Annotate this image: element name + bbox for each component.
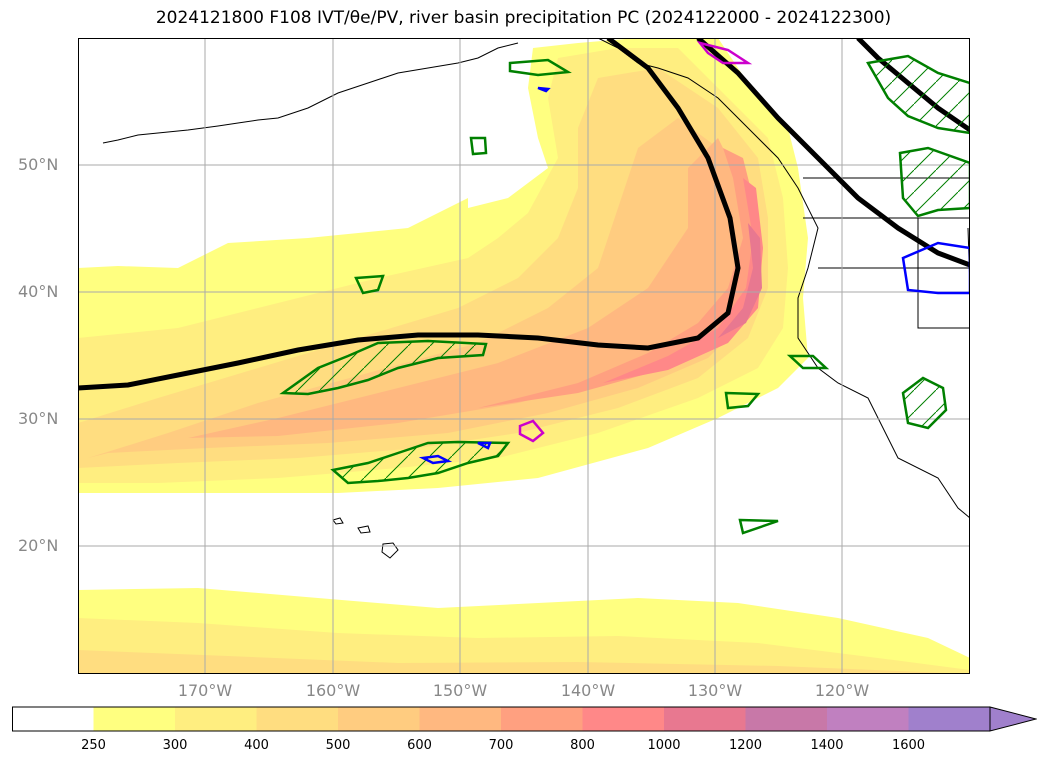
colorbar-outline [12, 706, 990, 732]
lat-label-30n: 30°N [18, 409, 59, 428]
colorbar-tick-label: 800 [570, 738, 595, 753]
colorbar-tick-label: 250 [81, 738, 106, 753]
map-panel [78, 38, 970, 674]
ivt-fill-600 [188, 138, 753, 438]
colorbar [12, 706, 1037, 732]
colorbar-tick-label: 1600 [891, 738, 926, 753]
figure-title: 2024121800 F108 IVT/θe/PV, river basin p… [155, 8, 892, 28]
lat-label-40n: 40°N [18, 282, 59, 301]
theta-e-contour-main [78, 38, 741, 391]
colorbar-bin-5 [419, 707, 502, 731]
alaska-coast [102, 42, 519, 144]
lon-label-140w: 140°W [560, 681, 616, 700]
precip-high-contours [279, 54, 970, 485]
lat-label-50n: 50°N [18, 155, 59, 174]
colorbar-bin-6 [501, 707, 583, 731]
colorbar-tick-label: 400 [244, 738, 269, 753]
lon-label-160w: 160°W [305, 681, 361, 700]
colorbar-bin-7 [582, 707, 665, 731]
colorbar-extend-arrow [989, 706, 1037, 732]
colorbar-tick-label: 300 [162, 738, 188, 753]
coastline [597, 38, 970, 519]
colorbar-bin-2 [175, 707, 257, 731]
lon-label-130w: 130°W [687, 681, 743, 700]
lon-label-170w: 170°W [177, 681, 233, 700]
colorbar-tick-label: 1000 [647, 738, 681, 753]
ivt-fill-700 [478, 148, 758, 408]
colorbar-bin-1 [93, 707, 176, 731]
precip-low-contours [418, 86, 970, 465]
colorbar-tick-label: 500 [325, 738, 351, 753]
ivt-fill-800 [603, 178, 763, 383]
colorbar-bin-8 [664, 707, 746, 731]
hawaii [332, 517, 399, 559]
colorbar-tick-label: 700 [488, 738, 514, 753]
colorbar-bin-11 [908, 707, 991, 731]
lon-label-150w: 150°W [432, 681, 488, 700]
lat-label-20n: 20°N [18, 536, 59, 555]
colorbar-bin-0 [12, 707, 94, 731]
colorbar-tick-label: 600 [407, 738, 432, 753]
precip-small-contours [354, 58, 830, 535]
colorbar-bin-9 [745, 707, 828, 731]
colorbar-tick-label: 1200 [728, 738, 763, 753]
colorbar-bin-4 [338, 707, 420, 731]
lon-label-120w: 120°W [814, 681, 870, 700]
colorbar-bin-10 [827, 707, 909, 731]
pv-contours [518, 40, 753, 443]
ivt-fill-1000 [718, 223, 762, 338]
colorbar-bin-3 [256, 707, 339, 731]
ivt-fill-south-400 [78, 650, 970, 674]
colorbar-tick-label: 1400 [810, 738, 844, 753]
